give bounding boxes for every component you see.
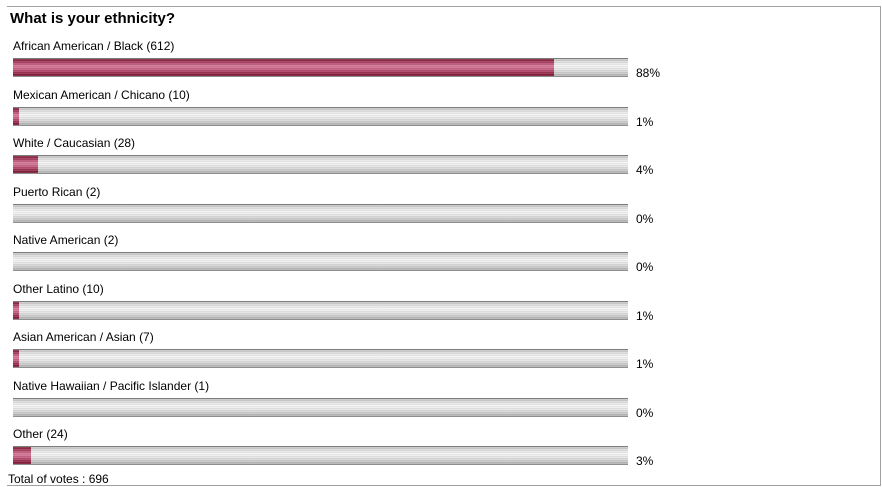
percent-label: 4% bbox=[636, 163, 654, 177]
bar-track bbox=[13, 252, 628, 271]
percent-label: 3% bbox=[636, 454, 654, 468]
bar-track bbox=[13, 58, 628, 77]
bar-track bbox=[13, 300, 628, 320]
bar-fill bbox=[13, 156, 38, 173]
option-label: Other (24) bbox=[13, 427, 68, 441]
option-label: Other Latino (10) bbox=[13, 281, 104, 296]
percent-label: 0% bbox=[636, 260, 654, 274]
bar-track bbox=[13, 397, 628, 417]
bar-track bbox=[13, 106, 628, 126]
bar-track bbox=[13, 155, 628, 174]
option-label: Mexican American / Chicano (10) bbox=[13, 87, 190, 102]
bar-fill bbox=[13, 447, 32, 464]
percent-label: 1% bbox=[636, 357, 654, 371]
option-label: White / Caucasian (28) bbox=[13, 136, 136, 150]
poll-results: What is your ethnicity? Total of votes :… bbox=[7, 6, 881, 486]
option-label: Native American (2) bbox=[13, 233, 119, 247]
option-label: Asian American / Asian (7) bbox=[13, 330, 154, 344]
percent-label: 0% bbox=[636, 211, 654, 226]
option-label: Puerto Rican (2) bbox=[13, 184, 101, 199]
percent-label: 1% bbox=[636, 114, 654, 129]
bar-fill bbox=[13, 301, 20, 319]
percent-label: 88% bbox=[636, 66, 661, 80]
option-label: Native Hawaiian / Pacific Islander (1) bbox=[13, 378, 210, 393]
total-votes: Total of votes : 696 bbox=[8, 472, 109, 486]
bar-fill bbox=[13, 107, 20, 125]
percent-label: 1% bbox=[636, 308, 654, 323]
percent-label: 0% bbox=[636, 405, 654, 420]
bar-fill bbox=[13, 59, 555, 76]
bar-track bbox=[13, 203, 628, 223]
bar-track bbox=[13, 349, 628, 368]
poll-question: What is your ethnicity? bbox=[10, 10, 176, 27]
bar-track bbox=[13, 446, 628, 465]
bar-fill bbox=[13, 350, 20, 367]
option-label: African American / Black (612) bbox=[13, 39, 175, 53]
